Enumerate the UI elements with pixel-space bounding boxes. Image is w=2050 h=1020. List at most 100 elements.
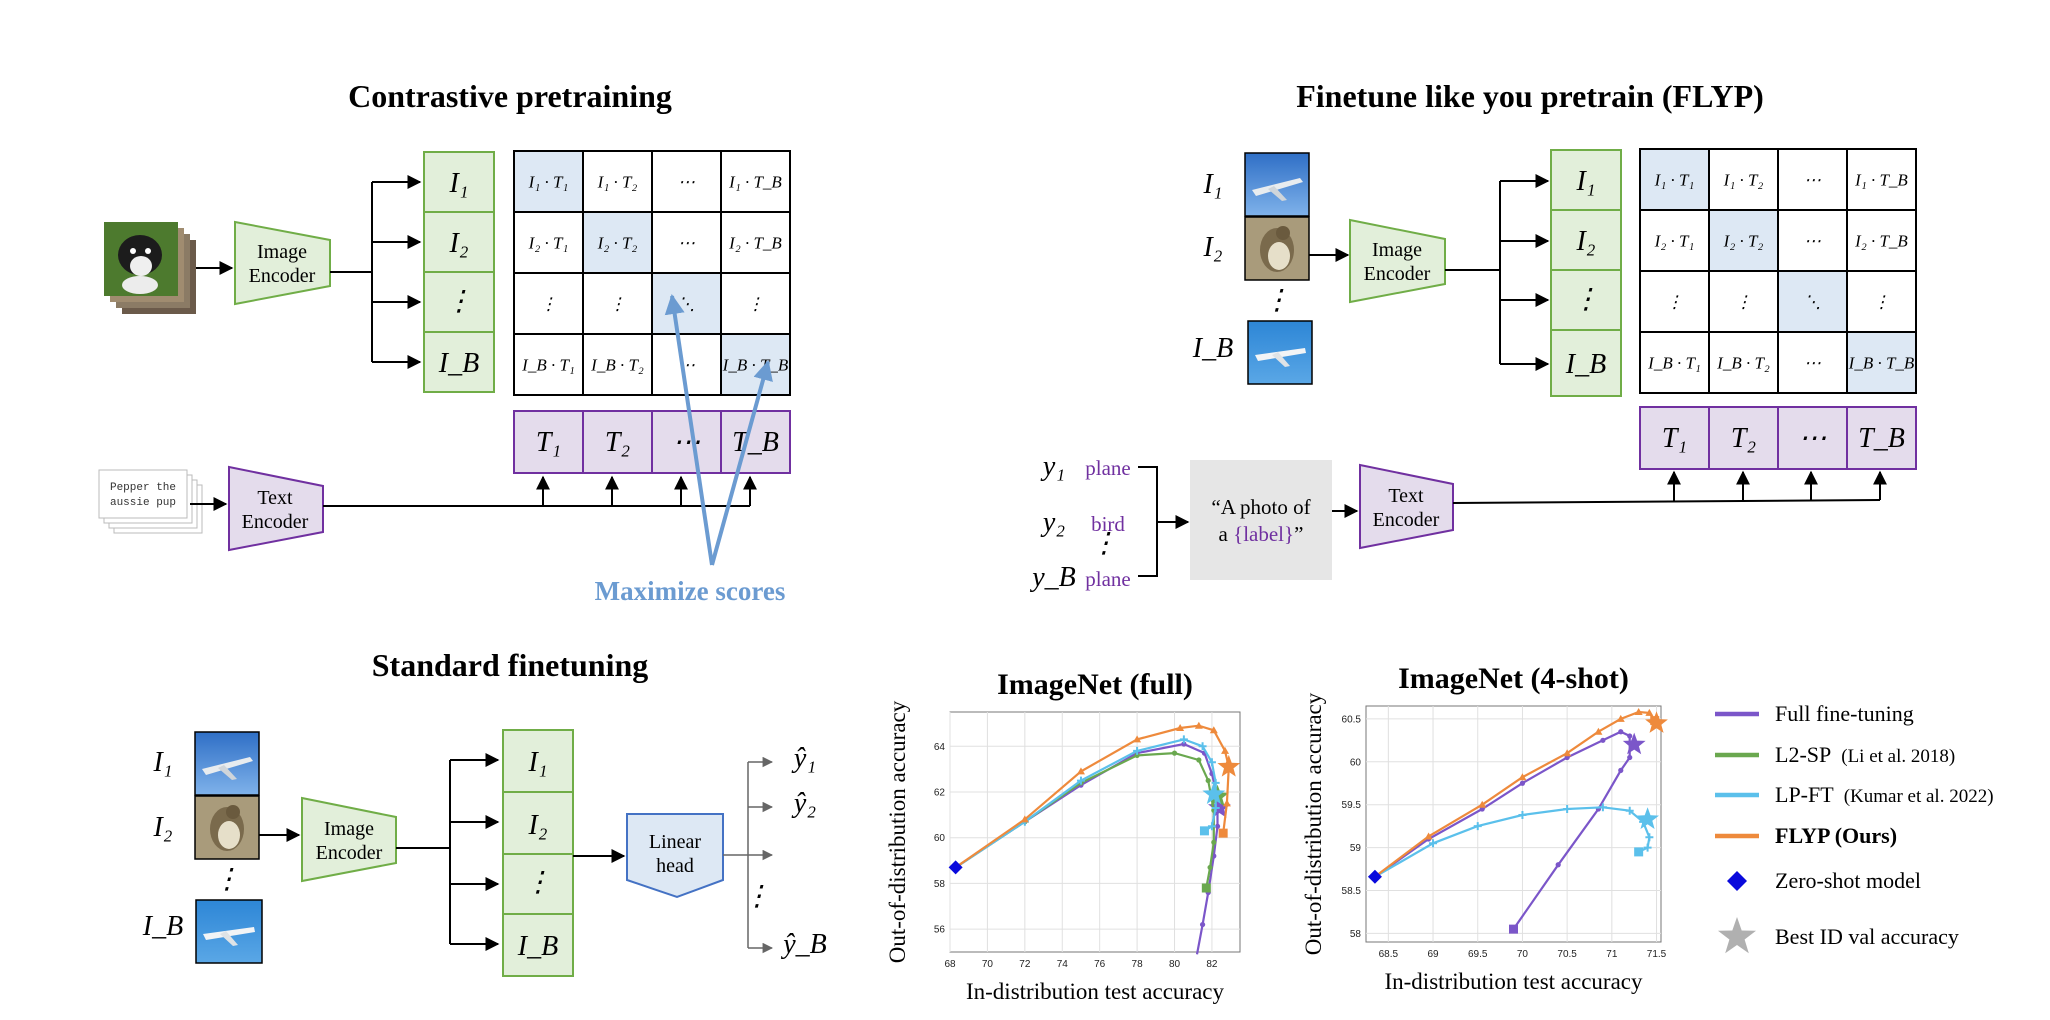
svg-text:I_B: I_B: [142, 911, 183, 942]
svg-text:⋮: ⋮: [213, 864, 241, 895]
text-feed-arrows: [323, 475, 757, 507]
left-matrix-cell-text-3-0: I_B · T₁: [521, 356, 575, 375]
right-matrix-cell-text-2-2: ⋱: [1804, 293, 1821, 312]
series-0-best-star: [1208, 796, 1231, 818]
series-2-point-1: [1429, 839, 1438, 848]
series-0-best-star: [1622, 732, 1646, 755]
svg-text:⋮: ⋮: [524, 867, 552, 898]
series-1-point-6: [1205, 777, 1211, 784]
x-tick-label: 71.5: [1647, 949, 1667, 960]
left-matrix-cell-3-1: [582, 333, 653, 396]
series-2-point-6: [1625, 806, 1634, 815]
left-matrix-cell-text-3-3: I_B · T_B: [722, 356, 789, 375]
flyp-label-ib: I_B: [1192, 333, 1233, 364]
svg-text:Image: Image: [324, 818, 374, 840]
left-matrix-cell-0-2: [651, 150, 722, 213]
flyp-panel: Finetune like you pretrain (FLYP) I₁ I₂ …: [1029, 78, 1917, 593]
series-3-point-4: [1176, 724, 1185, 731]
x-tick-label: 78: [1132, 959, 1144, 970]
x-tick-label: 69.5: [1468, 949, 1488, 960]
y-axis-label: Out-of-distribution accuracy: [1301, 692, 1326, 955]
svg-text:Pepper the: Pepper the: [110, 482, 176, 494]
x-tick-label: 70: [982, 959, 994, 970]
series-line-3: [1374, 710, 1656, 878]
flyp-text-encoder: Text Encoder: [1359, 463, 1454, 550]
right-text-label-3: T_B: [1858, 423, 1905, 454]
series-3-point-3: [1518, 773, 1527, 781]
series-3-point-1: [1424, 832, 1433, 840]
series-1-point-8: [1211, 839, 1217, 845]
zero-shot-marker: [1367, 869, 1382, 884]
svg-text:⋮: ⋮: [743, 881, 771, 912]
series-2-end-square: [1634, 847, 1644, 857]
text-card-stack: Pepper the aussie pup: [98, 469, 203, 534]
left-matrix-cell-2-1: [582, 272, 653, 335]
svg-text:I₂: I₂: [152, 812, 172, 843]
plot-area: [1365, 705, 1662, 943]
left-matrix-cell-text-0-1: I₁ · T₂: [597, 173, 638, 192]
flyp-plane-photo-1: [1244, 152, 1310, 217]
right-matrix-cell-1-2: [1777, 209, 1848, 272]
std-plane-photo-b: [195, 899, 263, 964]
y-axis-label: Out-of-distribution accuracy: [885, 700, 910, 963]
series-3-end-square: [1218, 828, 1228, 838]
flyp-image-encoder: Image Encoder: [1349, 218, 1446, 304]
left-matrix-cell-text-1-1: I₂ · T₂: [597, 234, 638, 253]
svg-text:Text: Text: [257, 487, 293, 509]
right-matrix-cell-text-1-2: ⋯: [1804, 232, 1821, 251]
series-3-point-1: [1020, 815, 1029, 823]
legend-label-4: Zero-shot model: [1775, 868, 1921, 893]
label-bird: bird: [1091, 512, 1125, 536]
right-matrix-cell-2-2: [1777, 270, 1848, 333]
image-embed-b: I_B: [438, 348, 479, 379]
series-3-point-4: [1563, 749, 1572, 757]
series-0-end-square: [1509, 924, 1518, 934]
series-0-point-9: [1618, 767, 1624, 773]
flyp-fanout-arrows: [1445, 174, 1550, 371]
series-2-point-6: [1207, 758, 1216, 767]
series-2-point-5: [1598, 803, 1607, 812]
series-2-point-9: [1207, 822, 1216, 831]
left-text-label-3: T_B: [732, 427, 779, 458]
maximize-scores-label: Maximize scores: [595, 576, 786, 606]
legend-label-3: FLYP (Ours): [1775, 823, 1897, 848]
image-embed-dots: ⋮: [445, 286, 473, 317]
series-3-point-5: [1594, 727, 1603, 735]
image-fanout-arrows: [330, 175, 422, 369]
x-axis-label: In-distribution test accuracy: [966, 979, 1225, 1004]
right-matrix-cell-3-3: [1846, 331, 1917, 394]
linear-head: Linear head: [626, 813, 724, 899]
left-matrix-cell-0-0: [513, 150, 584, 213]
series-2-point-3: [1133, 746, 1142, 755]
svg-text:Encoder: Encoder: [1364, 263, 1431, 285]
svg-text:y₂: y₂: [1040, 507, 1065, 538]
series-2-point-7: [1211, 778, 1220, 787]
contrastive-pretraining-panel: Contrastive pretraining Image Encoder: [98, 78, 791, 606]
series-3-point-6: [1616, 714, 1625, 722]
y-tick-label: 58: [1350, 929, 1362, 940]
svg-text:Text: Text: [1388, 485, 1424, 507]
series-3-point-7: [1634, 708, 1643, 716]
left-matrix-cell-2-2: [651, 272, 722, 335]
left-matrix-cell-text-2-0: ⋮: [540, 295, 557, 314]
svg-text:I₁: I₁: [1575, 166, 1595, 197]
std-plane-photo-1: [194, 731, 260, 796]
x-tick-label: 82: [1206, 959, 1218, 970]
text-embedding-row-left: T₁ T₂ ⋯ T_B: [513, 410, 791, 474]
right-matrix-cell-2-1: [1708, 270, 1779, 333]
std-bird-photo: [194, 795, 260, 860]
dog-photo-stack: [104, 222, 196, 314]
left-matrix-cell-text-2-3: ⋮: [747, 295, 764, 314]
series-2-point-8: [1211, 804, 1220, 812]
x-tick-label: 68: [944, 959, 956, 970]
series-3-point-6: [1209, 726, 1218, 734]
flyp-bird-photo: [1244, 216, 1310, 281]
y-tick-label: 64: [934, 742, 946, 753]
svg-text:I₁: I₁: [152, 747, 172, 778]
flyp-label-i1: I₁: [1202, 169, 1222, 200]
legend-label-2: LP-FT (Kumar et al. 2022): [1775, 782, 1994, 807]
flyp-label-i2: I₂: [1202, 232, 1222, 263]
right-matrix-cell-text-0-1: I₁ · T₂: [1723, 171, 1764, 190]
series-0-point-8: [1214, 823, 1221, 829]
